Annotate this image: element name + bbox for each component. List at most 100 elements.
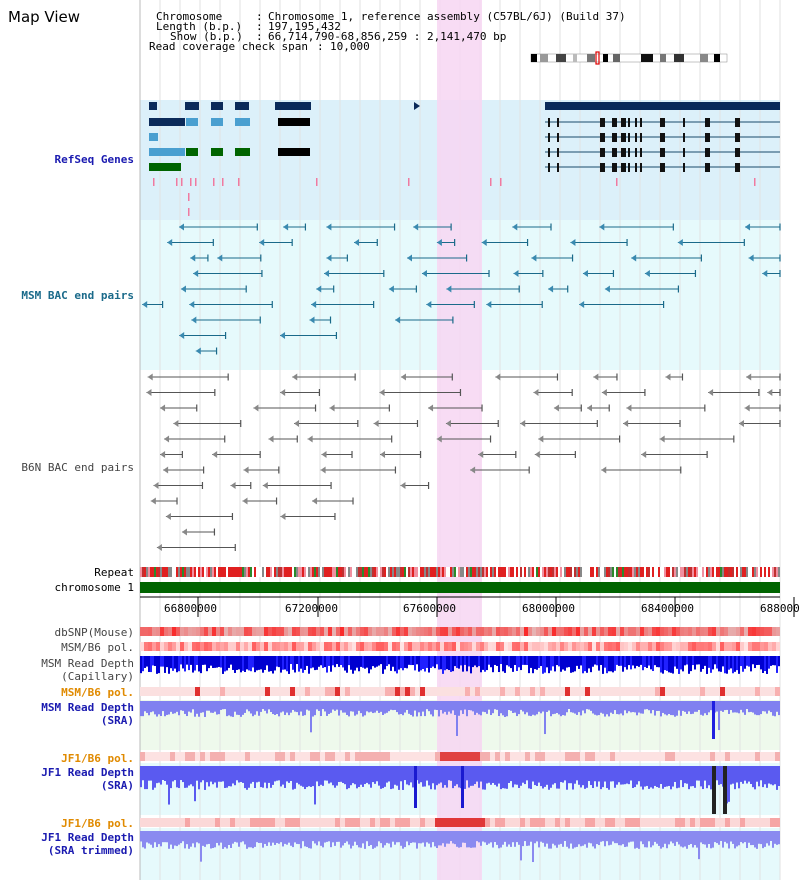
depth-bar: [296, 701, 298, 713]
snp-density-cell: [264, 627, 268, 636]
polymorphism-cell: [615, 818, 620, 827]
depth-bar: [682, 831, 684, 848]
depth-bar: [302, 656, 304, 673]
bac-end-marker: [354, 239, 360, 246]
snp-density-cell: [416, 627, 420, 636]
repeat-segment: [628, 567, 630, 577]
polymorphism-cell: [305, 752, 310, 761]
track-label-jf1-b6-pol-2[interactable]: JF1/B6 pol.: [61, 817, 134, 830]
polymorphism-cell: [255, 687, 260, 696]
depth-bar: [702, 766, 704, 790]
polymorphism-cell: [584, 642, 588, 651]
track-label-msm-b6-pol-2[interactable]: MSM/B6 pol.: [61, 686, 134, 699]
depth-bar: [408, 701, 410, 714]
track-label-jf1-depth-sra-1[interactable]: JF1 Read Depth: [41, 766, 134, 779]
snp-density-cell: [276, 627, 280, 636]
depth-bar: [654, 831, 656, 842]
snp-density-cell: [272, 627, 276, 636]
depth-bar: [158, 656, 160, 674]
ideogram-band: [700, 54, 708, 62]
track-label-msm-depth-sra-1[interactable]: MSM Read Depth: [41, 701, 134, 714]
gene-feature: [683, 163, 685, 172]
depth-bar: [228, 831, 230, 845]
bac-end-marker: [513, 270, 519, 277]
polymorphism-cell: [445, 687, 450, 696]
depth-bar: [666, 656, 668, 671]
depth-bar: [440, 831, 442, 846]
depth-bar: [442, 766, 444, 788]
track-label-msm-b6-pol-1[interactable]: MSM/B6 pol.: [61, 641, 134, 654]
depth-bar: [242, 766, 244, 783]
depth-bar: [566, 766, 568, 790]
depth-bar: [684, 831, 686, 847]
depth-bar: [774, 656, 776, 666]
depth-bar: [522, 831, 524, 847]
snp-density-cell: [280, 627, 284, 636]
depth-bar: [642, 831, 644, 845]
polymorphism-cell: [240, 642, 244, 651]
depth-bar: [326, 701, 328, 716]
repeat-segment: [342, 567, 344, 577]
depth-bar: [242, 656, 244, 671]
polymorphism-cell: [536, 642, 540, 651]
repeat-segment: [574, 567, 576, 577]
polymorphism-cell: [235, 818, 240, 827]
depth-bar: [762, 831, 764, 849]
track-label-msm-bac[interactable]: MSM BAC end pairs: [21, 289, 134, 302]
repeat-segment: [536, 567, 538, 577]
track-label-chromosome[interactable]: chromosome 1: [54, 581, 134, 594]
polymorphism-cell: [225, 752, 230, 761]
depth-bar: [194, 831, 196, 848]
depth-bar: [540, 766, 542, 787]
track-label-refseq[interactable]: RefSeq Genes: [54, 153, 134, 166]
track-label-jf1-depth-trim-1[interactable]: JF1 Read Depth: [41, 831, 134, 844]
depth-bar: [498, 831, 500, 849]
depth-bar: [738, 656, 740, 674]
depth-bar: [704, 766, 706, 781]
track-label-dbsnp[interactable]: dbSNP(Mouse): [54, 626, 134, 639]
repeat-segment: [526, 567, 528, 577]
depth-bar: [208, 766, 210, 787]
bac-end-marker: [181, 528, 187, 536]
track-label-jf1-b6-pol-1[interactable]: JF1/B6 pol.: [61, 752, 134, 765]
polymorphism-cell: [440, 752, 445, 761]
ideogram-band: [714, 54, 720, 62]
depth-bar: [630, 701, 632, 713]
depth-bar: [556, 656, 558, 666]
bac-end-marker: [178, 223, 184, 231]
snp-density-cell: [240, 627, 244, 636]
depth-bar: [450, 701, 452, 714]
track-label-b6n-bac[interactable]: B6N BAC end pairs: [21, 461, 134, 474]
repeat-segment: [578, 567, 580, 577]
repeat-segment: [302, 567, 304, 577]
depth-bar: [610, 656, 612, 672]
depth-bar: [362, 701, 364, 717]
depth-bar: [656, 656, 658, 668]
polymorphism-cell: [720, 642, 724, 651]
depth-bar: [470, 701, 472, 711]
snp-density-cell: [260, 627, 264, 636]
polymorphism-cell: [220, 642, 224, 651]
polymorphism-cell: [570, 752, 575, 761]
polymorphism-cell: [685, 818, 690, 827]
depth-bar: [706, 766, 708, 789]
depth-bar: [730, 766, 732, 785]
track-label-repeat[interactable]: Repeat: [94, 566, 134, 579]
depth-bar: [506, 701, 508, 717]
depth-bar: [482, 656, 484, 670]
depth-bar: [574, 656, 576, 672]
depth-bar: [612, 766, 614, 782]
depth-bar: [723, 766, 727, 814]
polymorphism-cell: [620, 687, 625, 696]
depth-bar: [236, 831, 238, 843]
polymorphism-cell: [512, 642, 516, 651]
repeat-segment: [216, 567, 218, 577]
track-label-msm-depth-cap-1[interactable]: MSM Read Depth: [41, 657, 134, 670]
polymorphism-cell: [195, 687, 200, 696]
depth-bar: [300, 766, 302, 786]
depth-bar: [200, 831, 202, 862]
depth-bar: [422, 701, 424, 712]
repeat-segment: [652, 567, 654, 577]
depth-bar: [622, 766, 624, 785]
